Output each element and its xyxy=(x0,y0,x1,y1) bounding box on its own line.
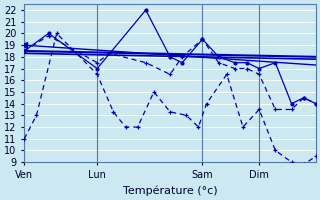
X-axis label: Température (°c): Température (°c) xyxy=(123,185,217,196)
